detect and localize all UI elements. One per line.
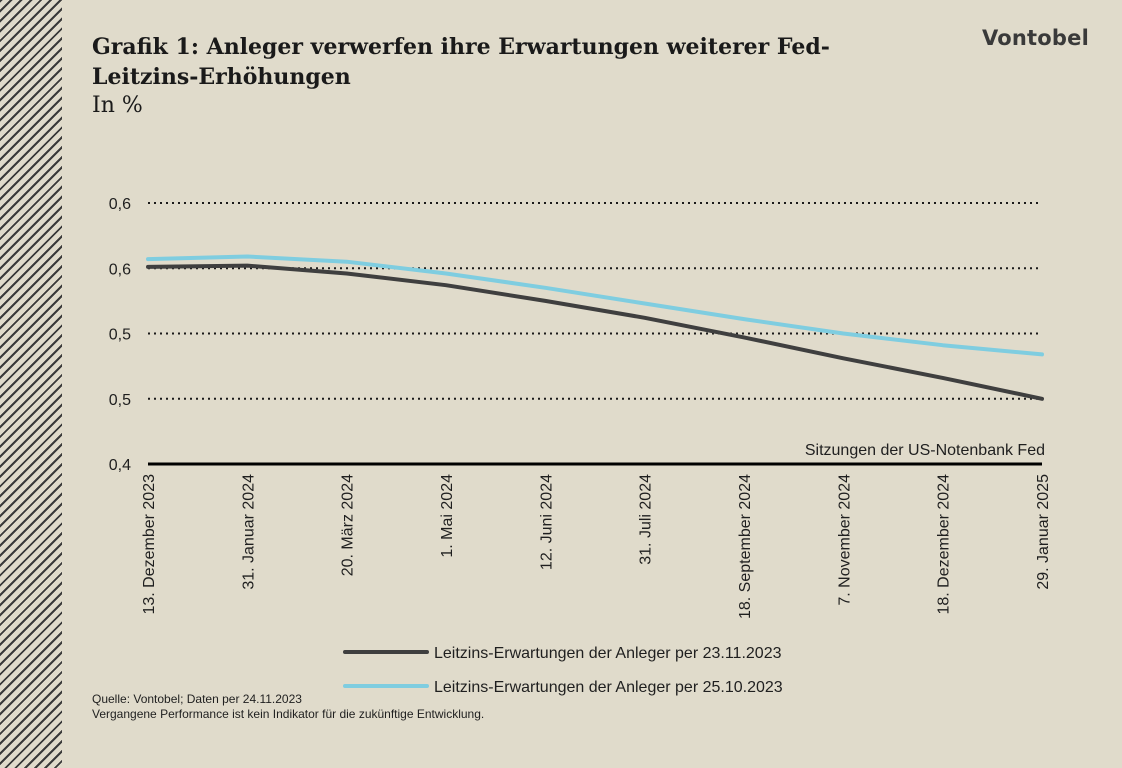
x-tick-label: 31. Juli 2024	[638, 474, 655, 565]
x-tick-label: 18. September 2024	[737, 474, 754, 619]
legend: Leitzins-Erwartungen der Anleger per 23.…	[343, 645, 783, 696]
baseline-annotation: Sitzungen der US-Notenbank Fed	[805, 442, 1045, 459]
series-line	[146, 263, 1044, 401]
x-tick-label: 18. Dezember 2024	[936, 474, 953, 615]
x-tick-label: 20. März 2024	[340, 474, 357, 576]
y-tick-label: 0,6	[109, 261, 131, 278]
grid-lines	[148, 202, 1042, 400]
x-tick-label: 12. Juni 2024	[538, 474, 555, 570]
x-tick-label: 29. Januar 2025	[1035, 474, 1052, 590]
vontobel-logo: Vontobel	[981, 26, 1089, 50]
y-tick-label: 0,5	[109, 327, 131, 344]
decorative-stripe-band	[0, 0, 62, 768]
y-tick-label: 0,4	[109, 457, 131, 474]
legend-label: Leitzins-Erwartungen der Anleger per 23.…	[434, 645, 782, 662]
chart-title: Grafik 1: Anleger verwerfen ihre Erwartu…	[92, 34, 830, 90]
source-text: Quelle: Vontobel; Daten per 24.11.2023	[92, 692, 302, 706]
series-line	[146, 254, 1044, 357]
x-tick-label: 7. November 2024	[836, 474, 853, 606]
source-note: Quelle: Vontobel; Daten per 24.11.2023 V…	[92, 692, 484, 722]
x-tick-label: 13. Dezember 2023	[141, 474, 158, 615]
y-axis-ticks: 0,4 0,5 0,5 0,6 0,6	[109, 196, 131, 474]
disclaimer-text: Vergangene Performance ist kein Indikato…	[92, 707, 485, 721]
y-tick-label: 0,5	[109, 392, 131, 409]
series-lines	[146, 254, 1044, 401]
chart-subtitle: In %	[92, 93, 143, 118]
x-axis-ticks: 13. Dezember 2023 31. Januar 2024 20. März…	[141, 474, 1052, 619]
y-tick-label: 0,6	[109, 196, 131, 213]
legend-label: Leitzins-Erwartungen der Anleger per 25.…	[434, 679, 783, 696]
x-tick-label: 31. Januar 2024	[240, 474, 257, 590]
x-tick-label: 1. Mai 2024	[439, 474, 456, 558]
